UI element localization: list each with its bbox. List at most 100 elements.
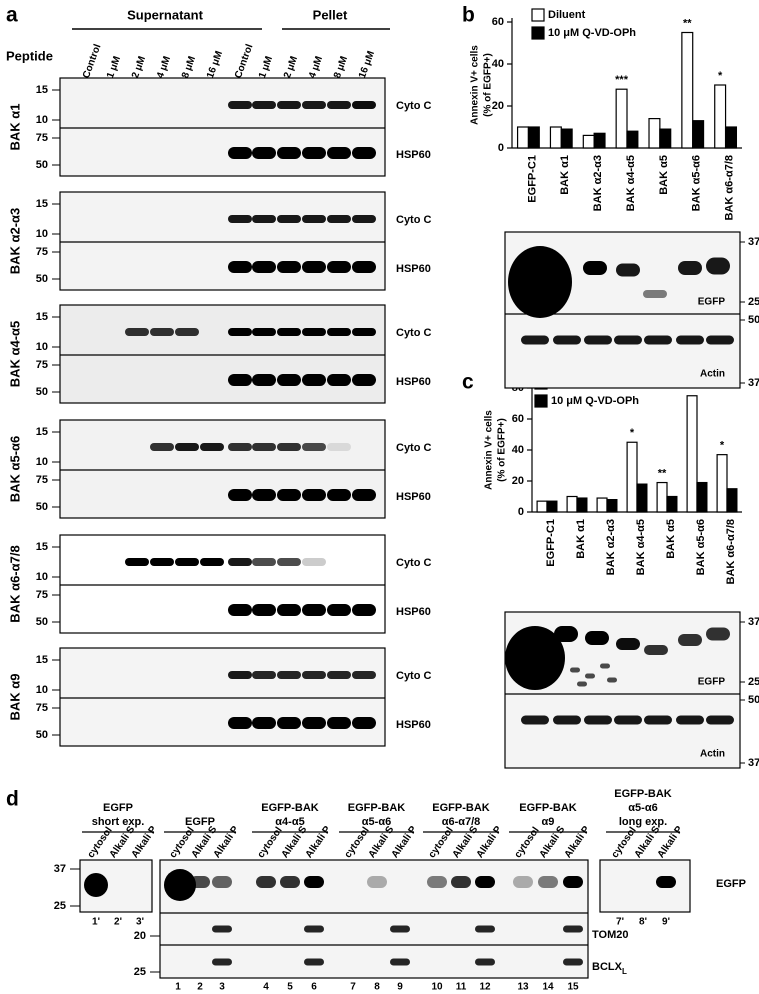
mw-label: 50 <box>36 273 48 285</box>
band <box>125 328 149 336</box>
bar <box>726 488 738 513</box>
blot <box>59 191 386 291</box>
band <box>252 374 276 386</box>
y-axis-label: (% of EGFP+) <box>483 53 494 117</box>
band <box>302 671 326 679</box>
band <box>228 101 252 109</box>
band <box>553 715 581 725</box>
band <box>475 876 495 888</box>
band <box>252 101 276 109</box>
protein-label: HSP60 <box>396 376 431 388</box>
band <box>352 374 376 386</box>
group-title: EGFP <box>185 816 215 828</box>
bar <box>714 84 727 149</box>
group-title: α5-α6 <box>362 816 391 828</box>
group-title: EGFP-BAK <box>614 788 672 800</box>
band <box>212 958 232 966</box>
band <box>585 673 595 679</box>
mw-label: 37 <box>748 236 759 248</box>
mw-label: 25 <box>54 900 66 912</box>
legend-label: Diluent <box>548 9 586 21</box>
band <box>583 261 607 275</box>
bar <box>648 117 661 149</box>
group-title: α4-α5 <box>275 816 304 828</box>
lane-number: 9 <box>397 982 403 993</box>
protein-label: BCLXL <box>592 961 627 976</box>
y-tick-label: 0 <box>518 506 524 518</box>
band <box>390 925 410 933</box>
protein-label-main: BCLX <box>592 961 623 973</box>
band <box>175 328 199 336</box>
band <box>150 558 174 566</box>
band <box>228 604 252 616</box>
y-tick-label: 60 <box>512 413 524 425</box>
mw-label: 37 <box>748 757 759 769</box>
bar <box>626 130 639 149</box>
lane-number: 8 <box>374 982 380 993</box>
x-tick-label: BAK α6-α7/8 <box>723 155 735 220</box>
band <box>327 101 351 109</box>
band <box>150 328 174 336</box>
x-tick-label: BAK α2-α3 <box>605 519 617 575</box>
band <box>616 638 640 650</box>
bar <box>576 497 588 513</box>
band <box>302 604 326 616</box>
lane-number: 15 <box>567 982 579 993</box>
band <box>277 558 301 566</box>
band <box>475 958 495 966</box>
band <box>352 604 376 616</box>
bar <box>626 441 638 513</box>
legend-swatch <box>531 8 545 22</box>
protein-label: Cyto C <box>396 327 432 339</box>
bar <box>724 126 738 149</box>
protein-label: HSP60 <box>396 149 431 161</box>
lane-number: 5 <box>287 982 293 993</box>
group-title: Pellet <box>313 7 348 22</box>
blot <box>59 77 386 177</box>
band <box>150 443 174 451</box>
significance: * <box>720 440 725 452</box>
band <box>352 215 376 223</box>
blot <box>59 534 386 634</box>
bar <box>636 483 648 513</box>
mw-label: 10 <box>36 571 48 583</box>
band <box>228 558 252 566</box>
lane-number: 6 <box>311 982 317 993</box>
bar <box>516 126 530 149</box>
band <box>277 261 301 273</box>
lane-number: 2 <box>197 982 203 993</box>
lane-label: Alkali P <box>475 824 505 860</box>
significance: * <box>718 70 723 82</box>
band <box>644 715 672 725</box>
x-tick-label: BAK α1 <box>559 155 571 195</box>
mw-label: 75 <box>36 359 48 371</box>
bar <box>716 454 728 513</box>
mw-label: 75 <box>36 132 48 144</box>
band <box>200 558 224 566</box>
protein-label: EGFP <box>698 297 726 308</box>
band <box>563 876 583 888</box>
band <box>352 328 376 336</box>
mw-label: 50 <box>36 616 48 628</box>
group-title: α6-α7/8 <box>442 816 481 828</box>
y-tick-label: 0 <box>498 142 504 154</box>
x-tick-label: BAK α6-α7/8 <box>725 519 737 584</box>
mw-label: 50 <box>36 386 48 398</box>
group-title: α9 <box>542 816 555 828</box>
band <box>678 261 702 275</box>
bar <box>546 500 558 513</box>
band <box>352 717 376 729</box>
protein-label: HSP60 <box>396 606 431 618</box>
y-tick-label: 20 <box>492 100 504 112</box>
x-tick-label: BAK α4-α5 <box>635 519 647 575</box>
y-axis-label: Annexin V+ cells <box>470 45 481 125</box>
mw-label: 15 <box>36 426 48 438</box>
band <box>277 443 301 451</box>
band <box>563 925 583 933</box>
bar <box>596 497 608 513</box>
x-tick-label: BAK α5 <box>658 155 670 195</box>
blot-name: BAK α2-α3 <box>7 208 22 275</box>
band <box>175 558 199 566</box>
band <box>475 925 495 933</box>
group-title: EGFP-BAK <box>519 802 577 814</box>
